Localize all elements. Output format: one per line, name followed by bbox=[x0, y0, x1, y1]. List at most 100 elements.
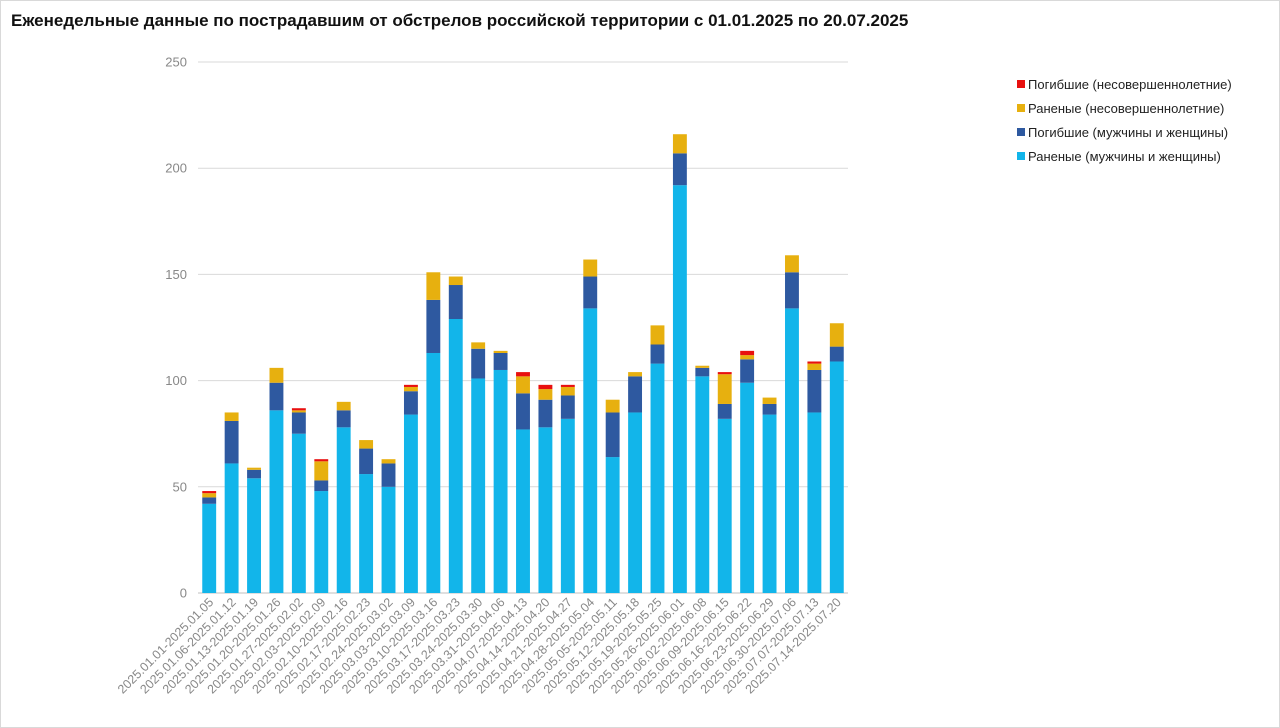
legend-swatch bbox=[1017, 152, 1025, 160]
bar-segment bbox=[560, 418, 575, 593]
bar-segment bbox=[269, 410, 284, 593]
bar-segment bbox=[829, 323, 844, 347]
legend-swatch bbox=[1017, 104, 1025, 112]
bar-segment bbox=[672, 153, 687, 186]
bar-segment bbox=[560, 395, 575, 419]
bar-segment bbox=[785, 308, 799, 593]
bar-segment bbox=[247, 478, 261, 593]
bar-segment bbox=[785, 272, 799, 309]
bar-segment bbox=[516, 393, 530, 430]
bar-segment bbox=[336, 401, 351, 411]
bar-segment bbox=[740, 382, 755, 593]
bar-segment bbox=[807, 412, 822, 593]
bar-segment bbox=[807, 361, 822, 364]
y-tick-label: 0 bbox=[180, 586, 187, 601]
bar-segment bbox=[314, 491, 329, 593]
bar-segment bbox=[785, 255, 799, 273]
bar-segment bbox=[291, 412, 306, 434]
bar-segment bbox=[695, 376, 710, 593]
bar-segment bbox=[717, 372, 732, 375]
bar-segment bbox=[650, 325, 665, 345]
bar-segment bbox=[560, 384, 575, 387]
y-tick-label: 250 bbox=[165, 55, 187, 70]
bar-segment bbox=[493, 369, 508, 593]
bar-segment bbox=[560, 386, 575, 396]
bar-segment bbox=[471, 342, 486, 349]
bar-segment bbox=[448, 276, 463, 286]
bar-segment bbox=[740, 350, 755, 356]
bar-segment bbox=[628, 376, 643, 413]
bar-segment bbox=[336, 427, 351, 593]
bar-segment bbox=[448, 319, 463, 593]
bar-segment bbox=[381, 486, 396, 593]
bar-segment bbox=[403, 391, 418, 415]
bar-segment bbox=[762, 403, 777, 415]
bar-segment bbox=[695, 367, 710, 377]
legend-label: Раненые (мужчины и женщины) bbox=[1028, 148, 1221, 164]
bar-segment bbox=[829, 346, 844, 362]
bar-segment bbox=[269, 382, 284, 411]
bar-segment bbox=[516, 372, 530, 377]
bar-segment bbox=[762, 397, 777, 404]
bar-segment bbox=[224, 412, 239, 421]
bar-segment bbox=[291, 410, 306, 413]
bar-segment bbox=[314, 461, 329, 481]
bar-segment bbox=[650, 363, 665, 593]
bar-segment bbox=[224, 420, 239, 464]
bar-segment bbox=[650, 344, 665, 364]
bar-segment bbox=[336, 410, 351, 428]
y-tick-label: 200 bbox=[165, 161, 187, 176]
bar-segment bbox=[605, 457, 620, 593]
bar-segment bbox=[381, 463, 396, 487]
bar-segment bbox=[448, 285, 463, 320]
bar-segment bbox=[516, 429, 530, 593]
legend-label: Погибшие (мужчины и женщины) bbox=[1028, 124, 1229, 140]
bar-segment bbox=[672, 134, 687, 154]
legend-label: Раненые (несовершеннолетние) bbox=[1028, 100, 1225, 116]
bar-segment bbox=[426, 299, 441, 353]
bar-segment bbox=[807, 369, 822, 413]
bar-segment bbox=[359, 474, 374, 593]
chart-legend: Погибшие (несовершеннолетние) Раненые (не… bbox=[1017, 72, 1232, 168]
bar-segment bbox=[605, 412, 620, 458]
bar-segment bbox=[538, 427, 553, 593]
bar-segment bbox=[516, 376, 530, 394]
bar-segment bbox=[202, 493, 217, 498]
bar-segment bbox=[202, 497, 217, 504]
bar-segment bbox=[291, 408, 306, 411]
bar-segment bbox=[807, 363, 822, 370]
y-tick-label: 150 bbox=[165, 267, 187, 282]
bar-segment bbox=[538, 384, 553, 390]
bar-segment bbox=[628, 412, 643, 593]
legend-label: Погибшие (несовершеннолетние) bbox=[1028, 76, 1232, 92]
legend-item: Раненые (мужчины и женщины) bbox=[1017, 144, 1232, 168]
bar-segment bbox=[269, 367, 284, 383]
bar-segment bbox=[247, 469, 261, 479]
bar-segment bbox=[314, 459, 329, 462]
bar-segment bbox=[583, 276, 598, 309]
bar-segment bbox=[493, 350, 508, 353]
bar-segment bbox=[628, 372, 643, 377]
bar-segment bbox=[359, 448, 374, 475]
legend-swatch bbox=[1017, 80, 1025, 88]
bar-segment bbox=[403, 384, 418, 387]
bar-segment bbox=[381, 459, 396, 464]
bar-segment bbox=[403, 414, 418, 593]
bar-segment bbox=[538, 399, 553, 428]
bar-segment bbox=[471, 378, 486, 593]
bar-segment bbox=[471, 348, 486, 379]
bar-segment bbox=[247, 467, 261, 470]
bar-segment bbox=[740, 355, 755, 360]
legend-item: Раненые (несовершеннолетние) bbox=[1017, 96, 1232, 120]
bar-segment bbox=[359, 440, 374, 449]
legend-swatch bbox=[1017, 128, 1025, 136]
bar-segment bbox=[740, 359, 755, 383]
bar-segment bbox=[224, 463, 239, 593]
bar-segment bbox=[426, 352, 441, 593]
bar-segment bbox=[538, 389, 553, 400]
bar-segment bbox=[672, 185, 687, 593]
bar-segment bbox=[202, 491, 217, 494]
bar-segment bbox=[291, 433, 306, 593]
legend-item: Погибшие (несовершеннолетние) bbox=[1017, 72, 1232, 96]
